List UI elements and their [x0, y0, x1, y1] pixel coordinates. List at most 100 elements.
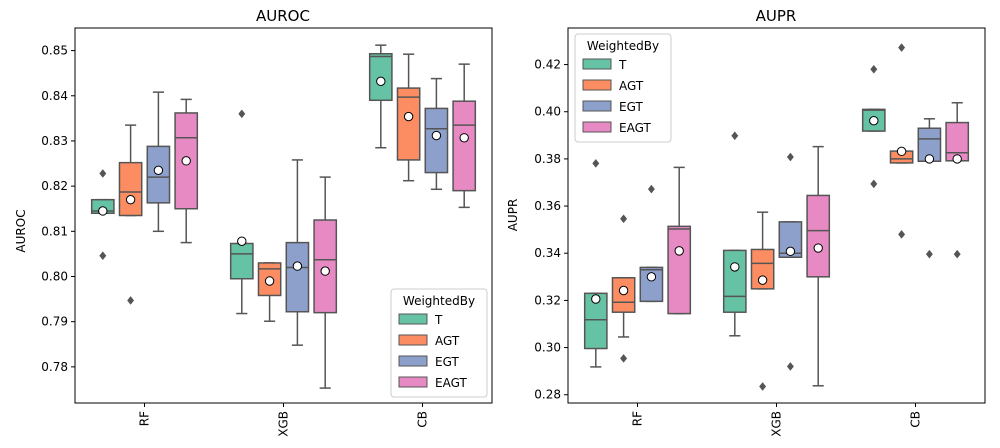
box-t-xgb [229, 109, 254, 315]
box-agt-cb [396, 53, 421, 182]
box-t-xgb [722, 131, 747, 337]
mean-marker [292, 261, 303, 271]
legend-title: WeightedBy [403, 294, 475, 308]
y-tick-label: 0.30 [534, 341, 561, 355]
mean-marker [674, 246, 684, 256]
outlier-point [786, 152, 794, 162]
aupr-xaxis: RF XGB CB [631, 403, 923, 437]
legend-swatch-egt [398, 355, 428, 367]
box-eagt-rf [667, 166, 692, 315]
outlier-point [870, 64, 878, 74]
mean-marker [376, 76, 386, 87]
mean-marker [125, 194, 136, 205]
aupr-ylabel: AUPR [506, 199, 520, 232]
auroc-ylabel: AUROC [14, 209, 28, 252]
mean-marker [98, 206, 108, 216]
legend-label-eagt: EAGT [435, 376, 467, 390]
legend-swatch-eagt [582, 121, 612, 133]
y-tick-label: 0.83 [41, 134, 68, 148]
box-egt-cb [917, 118, 942, 259]
box-t-rf [583, 158, 608, 368]
box-eagt-xgb [806, 145, 831, 387]
box-egt-cb [424, 77, 449, 191]
mean-marker [403, 111, 414, 122]
mean-marker [896, 146, 907, 157]
outlier-point [953, 249, 961, 259]
mean-marker [646, 272, 657, 282]
legend-label-agt: AGT [435, 334, 460, 348]
legend-swatch-agt [582, 79, 612, 91]
mean-marker [785, 246, 796, 257]
outlier-point [731, 131, 739, 141]
outlier-point [898, 43, 906, 52]
x-tick-label: XGB [770, 411, 784, 437]
box-eagt-rf [174, 98, 199, 244]
aupr-panel: AUPR AUPR 0.280.300.320.340.360.380.400.… [506, 7, 986, 437]
mean-marker [618, 285, 629, 296]
outlier-point [99, 169, 107, 178]
outlier-point [620, 214, 628, 224]
legend-label-egt: EGT [619, 100, 643, 114]
box-egt-xgb [778, 152, 803, 371]
legend-label-t: T [618, 58, 627, 72]
box-body [118, 161, 143, 217]
mean-marker [459, 133, 469, 143]
x-tick-label: RF [631, 411, 645, 426]
mean-marker [924, 154, 935, 164]
auroc-title: AUROC [256, 7, 310, 25]
box-body [396, 87, 421, 161]
y-tick-label: 0.80 [41, 269, 68, 283]
y-tick-label: 0.36 [534, 199, 561, 213]
box-body [313, 219, 338, 314]
aupr-boxes [583, 43, 970, 391]
mean-marker [181, 156, 191, 166]
outlier-point [127, 296, 135, 305]
legend-label-t: T [434, 313, 443, 327]
box-t-cb [368, 44, 393, 149]
outlier-point [99, 251, 107, 261]
aupr-yaxis: 0.28 0.30 0.32 0.34 0.36 0.38 0.40 0.42 [534, 58, 568, 402]
mean-marker [813, 243, 823, 253]
box-eagt-cb [452, 63, 477, 209]
box-body [452, 100, 477, 192]
box-body [722, 249, 747, 313]
y-tick-label: 0.42 [534, 58, 561, 72]
mean-marker [431, 130, 442, 141]
outlier-point [647, 184, 655, 194]
mean-marker [264, 276, 275, 286]
box-egt-rf [146, 91, 171, 233]
y-tick-label: 0.78 [41, 360, 68, 374]
box-egt-xgb [285, 159, 310, 346]
outlier-point [925, 249, 933, 259]
auroc-xaxis: RF XGB CB [138, 403, 430, 437]
box-body [806, 194, 831, 278]
legend-swatch-egt [582, 100, 612, 112]
legend-swatch-t [582, 58, 612, 70]
box-body [750, 248, 775, 290]
box-body [285, 241, 310, 313]
auroc-yaxis: 0.78 0.79 0.80 0.81 0.82 0.83 0.84 0.85 [41, 44, 75, 374]
y-tick-label: 0.81 [41, 224, 68, 238]
y-tick-label: 0.84 [41, 89, 68, 103]
mean-marker [869, 115, 879, 126]
box-agt-cb [889, 43, 914, 239]
outlier-point [786, 362, 794, 371]
auroc-legend: WeightedBy T AGT EGT EAGT [390, 288, 488, 398]
outlier-point [759, 382, 767, 391]
outlier-point [620, 354, 628, 363]
box-body [639, 266, 664, 303]
box-eagt-xgb [313, 176, 338, 389]
legend-title: WeightedBy [587, 39, 659, 53]
box-agt-xgb [750, 211, 775, 391]
x-tick-label: XGB [277, 411, 291, 437]
y-tick-label: 0.32 [534, 293, 561, 307]
y-tick-label: 0.82 [41, 179, 68, 193]
legend-label-egt: EGT [435, 355, 459, 369]
box-body [583, 292, 608, 350]
box-t-cb [861, 64, 886, 189]
x-tick-label: RF [138, 411, 152, 426]
box-body [424, 107, 449, 174]
legend-swatch-eagt [398, 376, 428, 388]
box-body [229, 242, 254, 280]
